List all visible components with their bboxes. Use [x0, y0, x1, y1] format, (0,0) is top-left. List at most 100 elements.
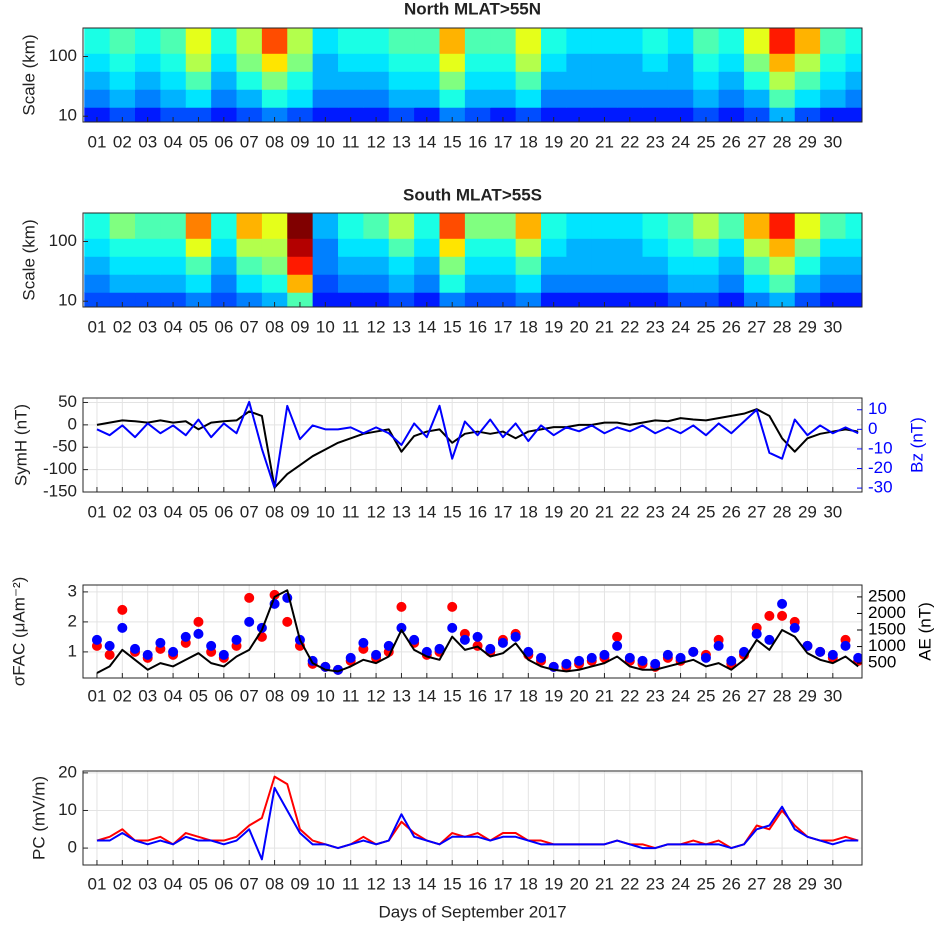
- heat-cell: [84, 89, 111, 108]
- x-tick-label: 28: [773, 317, 792, 336]
- heat-cell: [464, 53, 491, 72]
- x-tick-label: 21: [595, 874, 614, 893]
- y-tick-label: 3: [68, 581, 77, 600]
- dot: [459, 634, 470, 645]
- heat-cell: [439, 213, 466, 239]
- x-tick-label: 06: [214, 317, 233, 336]
- x-tick-label: 14: [417, 874, 436, 893]
- x-tick-label: 28: [773, 132, 792, 151]
- heat-cell: [591, 28, 618, 54]
- x-tick-label: 24: [671, 132, 690, 151]
- heat-cell: [693, 238, 720, 257]
- x-tick-label: 15: [443, 874, 462, 893]
- x-tick-label: 17: [493, 317, 512, 336]
- heat-cell: [515, 238, 542, 257]
- x-tick-label: 20: [570, 502, 589, 521]
- heat-cell: [261, 274, 288, 293]
- dot: [333, 664, 344, 675]
- x-tick-label: 13: [392, 502, 411, 521]
- heat-cell: [744, 107, 770, 122]
- axes-box: [82, 584, 863, 679]
- dot: [206, 640, 217, 651]
- heat-cell: [845, 213, 862, 239]
- heat-cell: [109, 213, 136, 239]
- heat-cell: [160, 238, 187, 257]
- heat-cell: [718, 213, 745, 239]
- dot: [599, 649, 610, 660]
- x-tick-label: 06: [214, 686, 233, 705]
- heat-cell: [794, 274, 821, 293]
- heat-cell: [211, 213, 238, 239]
- heat-cell: [617, 89, 644, 108]
- x-tick-label: 17: [493, 132, 512, 151]
- heat-cell: [591, 274, 618, 293]
- heat-cell: [363, 107, 390, 122]
- heat-cell: [490, 107, 517, 122]
- heat-cell: [388, 71, 415, 90]
- x-tick-label: 28: [773, 502, 792, 521]
- heat-cell: [312, 213, 339, 239]
- x-tick-label: 03: [138, 502, 157, 521]
- x-tick-label: 05: [189, 132, 208, 151]
- heat-cell: [236, 89, 263, 108]
- heat-cell: [642, 53, 669, 72]
- heat-cell: [160, 213, 187, 239]
- heat-cell: [109, 238, 136, 257]
- heat-cell: [185, 238, 212, 257]
- x-tick-label: 11: [342, 132, 360, 151]
- heat-cell: [718, 107, 745, 122]
- heat-cell: [541, 238, 567, 257]
- heat-cell: [490, 71, 517, 90]
- heat-cell: [769, 238, 796, 257]
- x-tick-label: 06: [214, 502, 233, 521]
- series-line: [96, 589, 859, 674]
- heat-cell: [211, 238, 238, 257]
- heat-cell: [820, 274, 847, 293]
- x-tick-label: 22: [620, 686, 639, 705]
- x-tick-label: 20: [570, 874, 589, 893]
- x-tick-label: 23: [646, 874, 665, 893]
- x-tick-label: 08: [265, 874, 284, 893]
- heat-cell: [414, 71, 441, 90]
- heat-cell: [135, 213, 161, 239]
- heat-cell: [794, 28, 821, 54]
- heat-cell: [261, 292, 288, 307]
- heat-cell: [845, 89, 862, 108]
- x-tick-label: 29: [798, 502, 817, 521]
- heat-cell: [718, 274, 745, 293]
- heat-cell: [541, 292, 567, 307]
- heat-cell: [338, 71, 364, 90]
- heat-cell: [464, 274, 491, 293]
- x-tick-label: 19: [544, 686, 563, 705]
- dot: [130, 643, 141, 654]
- x-tick-label: 26: [722, 317, 741, 336]
- y2-tick-label: 1000: [868, 636, 906, 655]
- heat-cell: [109, 71, 136, 90]
- heat-cell: [160, 53, 187, 72]
- heat-cell: [820, 238, 847, 257]
- heat-cell: [439, 89, 466, 108]
- heat-cell: [617, 292, 644, 307]
- x-tick-label: 20: [570, 132, 589, 151]
- dot: [396, 622, 407, 633]
- heat-cell: [566, 71, 593, 90]
- dot: [827, 649, 838, 660]
- heat-cell: [439, 256, 466, 275]
- heat-cell: [312, 89, 339, 108]
- x-tick-label: 19: [544, 317, 563, 336]
- x-tick-label: 02: [113, 502, 132, 521]
- dot: [637, 655, 648, 666]
- x-tick-label: 16: [468, 874, 487, 893]
- heat-cell: [515, 28, 542, 54]
- dot: [561, 658, 572, 669]
- heat-cell: [160, 107, 187, 122]
- heat-cell: [693, 28, 720, 54]
- y-tick-label: 50: [58, 392, 77, 411]
- heat-cell: [515, 256, 542, 275]
- x-tick-label: 03: [138, 874, 157, 893]
- heat-cell: [414, 28, 441, 54]
- heat-cell: [109, 292, 136, 307]
- heat-cell: [312, 28, 339, 54]
- x-tick-label: 12: [367, 502, 386, 521]
- heat-cell: [312, 53, 339, 72]
